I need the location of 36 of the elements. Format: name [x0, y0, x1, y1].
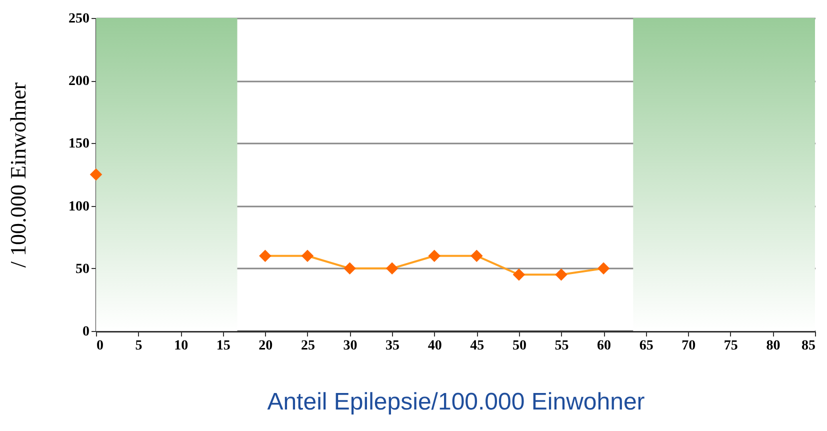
x-tick-label: 15	[216, 338, 230, 354]
x-tick-label: 45	[470, 338, 484, 354]
point	[512, 268, 526, 281]
point	[301, 250, 314, 262]
y-tick-label: 150	[68, 136, 90, 152]
point	[90, 168, 102, 181]
point	[259, 250, 272, 262]
x-tick-label: 5	[135, 338, 142, 354]
point	[470, 250, 483, 262]
x-tick-label: 60	[597, 338, 612, 354]
point	[386, 262, 398, 275]
y-axis-title: / 100.000 Einwohner	[6, 82, 30, 268]
x-tick-label: 35	[386, 338, 400, 354]
x-tick-label: 85	[802, 338, 816, 354]
x-tick-label: 50	[512, 338, 526, 354]
x-axis-title: Anteil Epilepsie/100.000 Einwohner	[267, 388, 645, 416]
point	[555, 268, 568, 281]
x-tick-label: 70	[682, 338, 696, 354]
x-tick-label: 25	[300, 338, 315, 354]
y-tick-label: 200	[68, 74, 90, 90]
x-tick-label: 55	[554, 338, 569, 354]
x-tick-label: 65	[639, 338, 654, 354]
x-tick-label: 0	[96, 338, 104, 354]
x-tick-label: 40	[428, 338, 442, 354]
x-tick-label: 30	[343, 338, 358, 354]
point	[597, 262, 610, 275]
y-tick-label: 50	[76, 262, 90, 277]
x-tick-label: 20	[258, 338, 273, 354]
y-tick-label: 250	[68, 12, 90, 26]
x-tick-label: 80	[766, 338, 780, 354]
y-tick-label: 0	[82, 324, 90, 340]
x-tick-label: 75	[724, 338, 738, 354]
point	[344, 262, 356, 275]
x-tick-label: 10	[174, 338, 188, 354]
point	[428, 250, 440, 262]
y-tick-label: 100	[68, 199, 90, 214]
